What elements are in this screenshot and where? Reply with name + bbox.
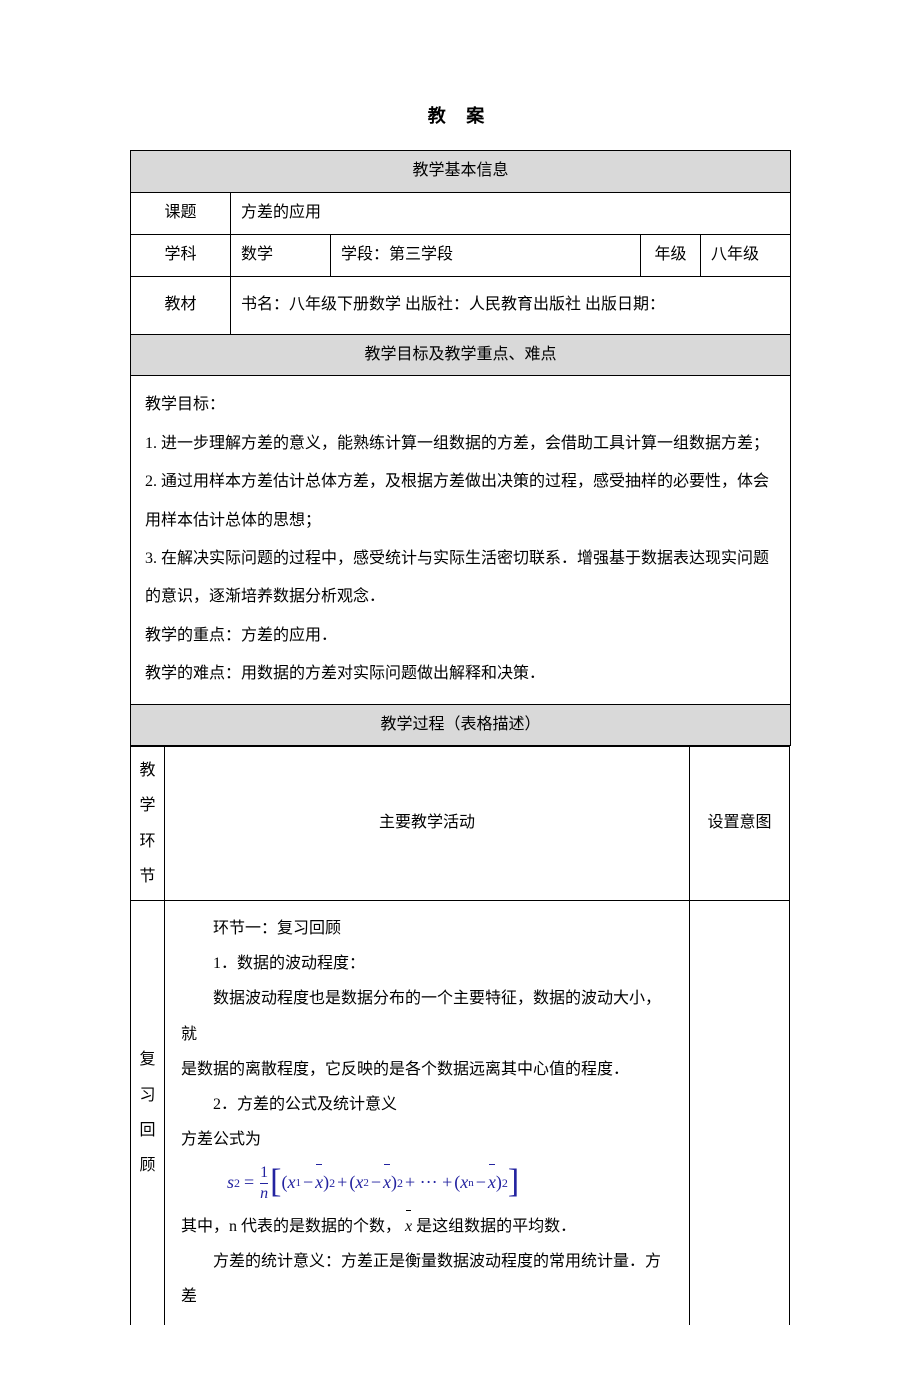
a7-prefix: 其中，n 代表的是数据的个数， bbox=[181, 1218, 401, 1235]
process-header: 教学过程（表格描述） bbox=[131, 704, 791, 746]
grade-value: 八年级 bbox=[701, 234, 791, 276]
activity-line: 数据波动程度也是数据分布的一个主要特征，数据的波动大小，就 bbox=[181, 981, 673, 1051]
textbook-value: 书名：八年级下册数学 出版社：人民教育出版社 出版日期： bbox=[231, 276, 791, 334]
goals-content: 教学目标： 1. 进一步理解方差的意义，能熟练计算一组数据的方差，会借助工具计算… bbox=[131, 376, 791, 704]
activity-line: 环节一：复习回顾 bbox=[181, 911, 673, 946]
col-stage-header: 教学环节 bbox=[131, 747, 165, 901]
a7-suffix: 是这组数据的平均数． bbox=[416, 1218, 576, 1235]
goals-header: 教学目标及教学重点、难点 bbox=[131, 334, 791, 376]
goals-line: 3. 在解决实际问题的过程中，感受统计与实际生活密切联系．增强基于数据表达现实问… bbox=[145, 540, 776, 578]
col-intent-header: 设置意图 bbox=[690, 747, 790, 901]
goals-line: 教学目标： bbox=[145, 386, 776, 424]
topic-label: 课题 bbox=[131, 193, 231, 235]
basic-info-header: 教学基本信息 bbox=[131, 151, 791, 193]
lesson-plan-table: 教学基本信息 课题 方差的应用 学科 数学 学段：第三学段 年级 八年级 教材 … bbox=[130, 150, 791, 746]
activity-line: 1．数据的波动程度： bbox=[181, 946, 673, 981]
subject-label: 学科 bbox=[131, 234, 231, 276]
topic-value: 方差的应用 bbox=[231, 193, 791, 235]
activity-line: 2．方差的公式及统计意义 bbox=[181, 1087, 673, 1122]
goals-line: 1. 进一步理解方差的意义，能熟练计算一组数据的方差，会借助工具计算一组数据方差… bbox=[145, 425, 776, 463]
col-activity-header: 主要教学活动 bbox=[165, 747, 690, 901]
activity-line: 方差公式为 bbox=[181, 1122, 673, 1157]
activity-line: 方差的统计意义：方差正是衡量数据波动程度的常用统计量．方差 bbox=[181, 1244, 673, 1314]
textbook-label: 教材 bbox=[131, 276, 231, 334]
goals-line: 教学的难点：用数据的方差对实际问题做出解释和决策． bbox=[145, 655, 776, 693]
grade-label: 年级 bbox=[641, 234, 701, 276]
stage-value: 学段：第三学段 bbox=[331, 234, 641, 276]
activity-line: 是数据的离散程度，它反映的是各个数据远离其中心值的程度． bbox=[181, 1052, 673, 1087]
goals-line: 的意识，逐渐培养数据分析观念． bbox=[145, 578, 776, 616]
stage-header-text: 教学环节 bbox=[139, 762, 155, 885]
stage-cell: 复习回顾 bbox=[131, 901, 165, 1325]
activity-cell: 环节一：复习回顾 1．数据的波动程度： 数据波动程度也是数据分布的一个主要特征，… bbox=[165, 901, 690, 1325]
subject-value: 数学 bbox=[231, 234, 331, 276]
process-table: 教学环节 主要教学活动 设置意图 复习回顾 环节一：复习回顾 1．数据的波动程度… bbox=[130, 746, 790, 1324]
goals-line: 用样本估计总体的思想； bbox=[145, 502, 776, 540]
goals-line: 2. 通过用样本方差估计总体方差，及根据方差做出决策的过程，感受抽样的必要性，体… bbox=[145, 463, 776, 501]
page-title: 教 案 bbox=[130, 100, 790, 132]
activity-line: 其中，n 代表的是数据的个数， x 是这组数据的平均数． bbox=[181, 1209, 673, 1244]
stage-name: 复习回顾 bbox=[139, 1051, 155, 1174]
intent-cell bbox=[690, 901, 790, 1325]
goals-line: 教学的重点：方差的应用． bbox=[145, 617, 776, 655]
variance-formula: s2 = 1n [ (x1 − x )2 + (x2 − x )2 + ··· … bbox=[181, 1163, 673, 1203]
